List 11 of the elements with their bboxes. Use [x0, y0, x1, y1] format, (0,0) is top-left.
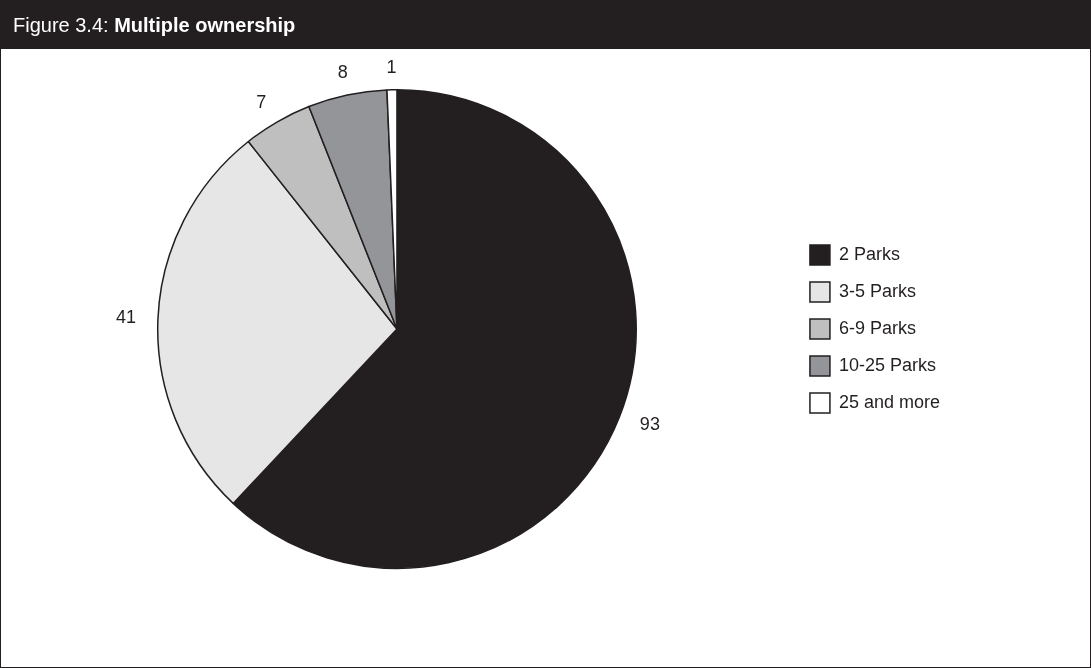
data-label: 41 — [115, 307, 136, 328]
legend-label: 2 Parks — [838, 243, 900, 264]
legend-label: 10-25 Parks — [838, 354, 936, 375]
data-label: 7 — [256, 91, 267, 112]
data-label: 93 — [639, 414, 660, 435]
data-label: 8 — [337, 62, 348, 83]
legend-label: 25 and more — [838, 391, 941, 412]
legend-label: 6-9 Parks — [838, 317, 916, 338]
chart-title: Figure 3.4: Multiple ownership — [1, 1, 1090, 49]
data-label: 1 — [386, 56, 397, 77]
legend-label: 3-5 Parks — [838, 280, 916, 301]
